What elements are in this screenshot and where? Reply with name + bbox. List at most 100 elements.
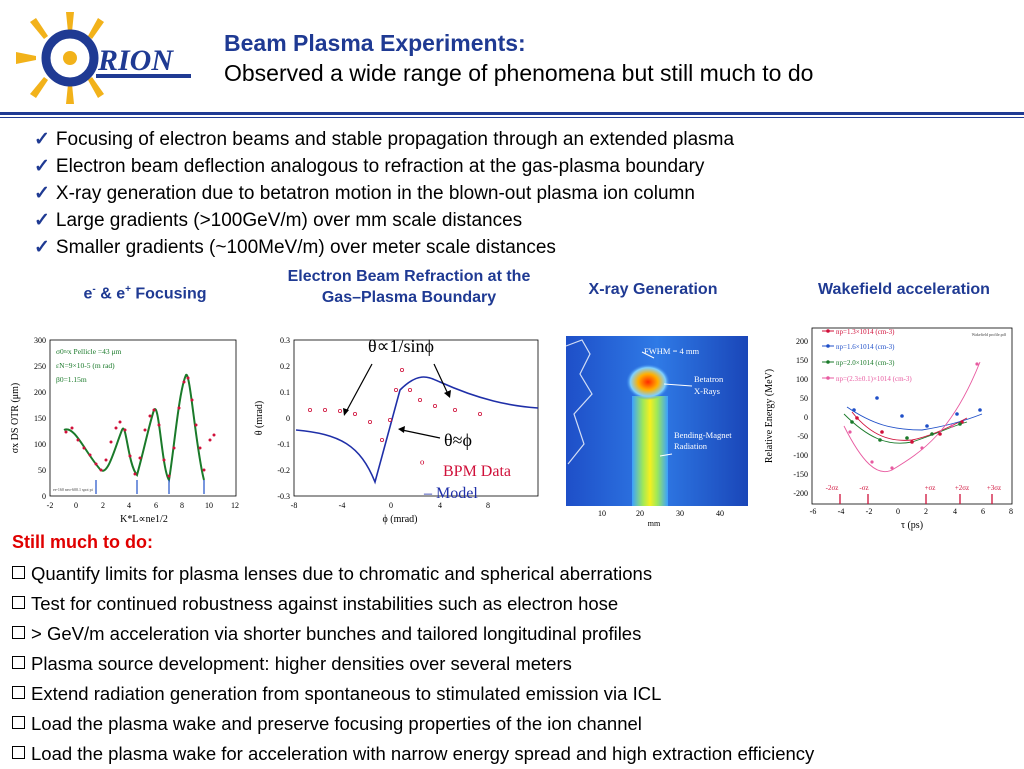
model-curve: [295, 376, 539, 485]
y-tick: 0: [804, 413, 808, 422]
list-item: > GeV/m acceleration via shorter bunches…: [12, 619, 814, 649]
still-heading: Still much to do:: [12, 532, 153, 552]
x-axis-label: ϕ (mrad): [383, 514, 418, 525]
x-tick: 0: [389, 501, 393, 510]
x-tick: 8: [486, 501, 490, 510]
y-tick: 0.3: [280, 336, 290, 345]
y-tick: 200: [796, 337, 808, 346]
y-tick: 100: [34, 440, 46, 449]
title-rule: [0, 112, 1024, 115]
checkbox-icon: [12, 626, 25, 639]
y-tick: -200: [793, 489, 808, 498]
x-tick: 0: [896, 507, 900, 516]
y-tick: 0.2: [280, 362, 290, 371]
todo-list: Quantify limits for plasma lenses due to…: [12, 559, 814, 769]
checkmark-icon: ✓: [34, 237, 50, 258]
checkbox-icon: [12, 656, 25, 669]
checkbox-icon: [12, 716, 25, 729]
caption-refraction: Electron Beam Refraction at the Gas–Plas…: [287, 268, 531, 306]
xray-label: Radiation: [674, 441, 708, 451]
sun-ray-logo-icon: [16, 12, 104, 104]
list-item: ✓ Smaller gradients (~100MeV/m) over mete…: [34, 237, 556, 258]
checkbox-icon: [12, 746, 25, 759]
x-tick: 2: [924, 507, 928, 516]
focusing-plot: 300 250 200 150 100 50 0 -2 0 2 4 6 8 10…: [10, 336, 239, 525]
y-tick: 50: [800, 394, 808, 403]
xray-label: FWHM = 4 mm: [644, 346, 699, 356]
xray-label: Bending-Magnet: [674, 430, 732, 440]
x-tick: 4: [438, 501, 442, 510]
list-item: Plasma source development: higher densit…: [12, 649, 814, 679]
checkmark-icon: ✓: [34, 210, 50, 231]
list-item: ✓ Electron beam deflection analogous to r…: [34, 156, 705, 177]
caption-xray: X-ray Generation: [588, 281, 718, 298]
arrow-left: [345, 363, 373, 413]
checkbox-icon: [12, 596, 25, 609]
data-points: [308, 368, 482, 443]
title-line2: Observed a wide range of phenomena but s…: [224, 60, 814, 86]
y-tick: 0.1: [280, 388, 290, 397]
sigma-label: -σz: [859, 484, 868, 492]
x-tick: -4: [838, 507, 845, 516]
x-tick: 10: [205, 501, 213, 510]
y-tick: -100: [793, 451, 808, 460]
series-curve: [843, 361, 981, 472]
title-rule-thin: [0, 117, 1024, 118]
legend-data-marker: º: [420, 459, 425, 474]
x-tick: -6: [810, 507, 817, 516]
caption-focusing: e- & e+ Focusing: [83, 284, 207, 303]
legend-entry: β0=1.15m: [56, 375, 87, 384]
x-tick: 6: [981, 507, 985, 516]
xray-image-plot: FWHM = 4 mm Betatron X-Rays Bending-Magn…: [565, 336, 748, 528]
x-tick: 4: [953, 507, 957, 516]
x-tick: 12: [231, 501, 239, 510]
annotation-equal: θ≈ϕ: [444, 430, 472, 450]
sigma-label: +3σz: [987, 484, 1001, 492]
y-tick: -0.3: [277, 492, 290, 501]
sigma-label: -2σz: [826, 484, 839, 492]
sigma-label: +σz: [925, 484, 936, 492]
checkbox-icon: [12, 686, 25, 699]
logo-text: RION: [97, 44, 174, 77]
y-tick: 250: [34, 362, 46, 371]
legend-entry: εN=9×10-5 (m rad): [56, 361, 115, 370]
legend-entry: np=2.0×1014 (cm-3): [836, 359, 895, 367]
sigma-label: +2σz: [955, 484, 969, 492]
xray-label: Betatron: [694, 374, 724, 384]
legend-model: – Model: [423, 485, 478, 502]
x-axis-label: K*L∝ne1/2: [120, 514, 168, 525]
x-tick: -2: [866, 507, 873, 516]
x-tick: 20: [636, 509, 644, 518]
checkmark-icon: ✓: [34, 156, 50, 177]
y-axis-label: θ (mrad): [254, 401, 265, 436]
slide-title: Beam Plasma Experiments: Observed a wide…: [224, 28, 1014, 88]
arrow-right: [433, 363, 449, 395]
x-tick: 40: [716, 509, 724, 518]
achievement-list: ✓ Focusing of electron beams and stable p…: [34, 126, 734, 261]
arrow-markers: [95, 480, 205, 494]
legend-entry: σ0≈x Pellicle =43 μm: [56, 347, 122, 356]
x-tick: -4: [339, 501, 346, 510]
y-tick: -0.2: [277, 466, 290, 475]
x-tick: -8: [291, 501, 298, 510]
y-tick: -50: [797, 432, 808, 441]
orion-logo: RION: [16, 12, 191, 104]
list-item: Quantify limits for plasma lenses due to…: [12, 559, 814, 589]
x-axis-label: mm: [648, 519, 661, 528]
y-tick: -0.1: [277, 440, 290, 449]
list-item: Load the plasma wake for acceleration wi…: [12, 739, 814, 769]
list-item: ✓ Large gradients (>100GeV/m) over mm sca…: [34, 210, 523, 231]
legend-entry: np=1.3×1014 (cm-3): [836, 328, 895, 336]
x-tick: -2: [47, 501, 54, 510]
model-curve: [63, 373, 205, 483]
list-item: Load the plasma wake and preserve focusi…: [12, 709, 814, 739]
checkmark-icon: ✓: [34, 183, 50, 204]
list-item: Extend radiation generation from spontan…: [12, 679, 814, 709]
legend-entry: np=(2.3±0.1)×1014 (cm-3): [836, 375, 912, 383]
x-tick: 8: [1009, 507, 1013, 516]
y-tick: 0: [42, 492, 46, 501]
xray-label: X-Rays: [694, 386, 720, 396]
y-tick: 200: [34, 388, 46, 397]
y-tick: 0: [286, 414, 290, 423]
annotation-sin: θ∝1/sinϕ: [368, 336, 434, 356]
